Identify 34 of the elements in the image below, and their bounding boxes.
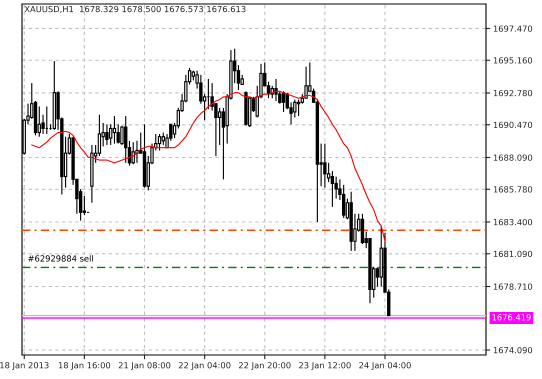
candlestick xyxy=(296,99,300,117)
y-tick-label: 1681.090 xyxy=(494,250,532,258)
y-tick-label: 1683.400 xyxy=(494,218,532,226)
x-tick-label: 22 Jan 04:00 xyxy=(178,362,230,370)
y-tick-label: 1697.470 xyxy=(494,25,532,32)
candlestick xyxy=(124,116,128,164)
candlestick xyxy=(120,125,124,146)
x-tick-label: 21 Jan 08:00 xyxy=(118,362,170,370)
candlestick xyxy=(162,132,165,146)
candlestick xyxy=(112,116,116,144)
ref-line-label: 1676.419 xyxy=(492,314,531,320)
x-tick-label: 18 Jan 2013 xyxy=(0,362,49,370)
x-tick-label: 24 Jan 04:00 xyxy=(359,362,411,370)
x-tick-label: 23 Jan 12:00 xyxy=(299,362,351,370)
y-tick-label: 1685.780 xyxy=(494,186,532,193)
candlestick xyxy=(236,64,240,91)
ref-line-label: #62929884 sell xyxy=(28,255,93,262)
y-tick-label: 1690.470 xyxy=(494,122,532,128)
candlestick xyxy=(105,124,109,146)
y-tick-label: 1688.090 xyxy=(494,154,532,161)
y-tick-label: 1695.160 xyxy=(494,57,532,64)
candlestick xyxy=(132,142,135,165)
y-tick-label: 1674.090 xyxy=(494,347,532,354)
y-tick-label: 1678.710 xyxy=(494,283,532,290)
candlestick xyxy=(82,195,86,216)
candlestick xyxy=(218,107,222,146)
candlestick xyxy=(38,106,41,138)
y-tick-label: 1692.780 xyxy=(494,90,532,96)
candlestick xyxy=(323,143,327,188)
chart-title: XAUUSD,H1 1678.329 1678.500 1676.573 1676.613 xyxy=(24,6,246,14)
candlestick xyxy=(360,213,364,245)
x-tick-label: 22 Jan 20:00 xyxy=(238,362,291,370)
x-tick-label: 18 Jan 16:00 xyxy=(58,362,110,370)
candlestick xyxy=(158,133,162,152)
